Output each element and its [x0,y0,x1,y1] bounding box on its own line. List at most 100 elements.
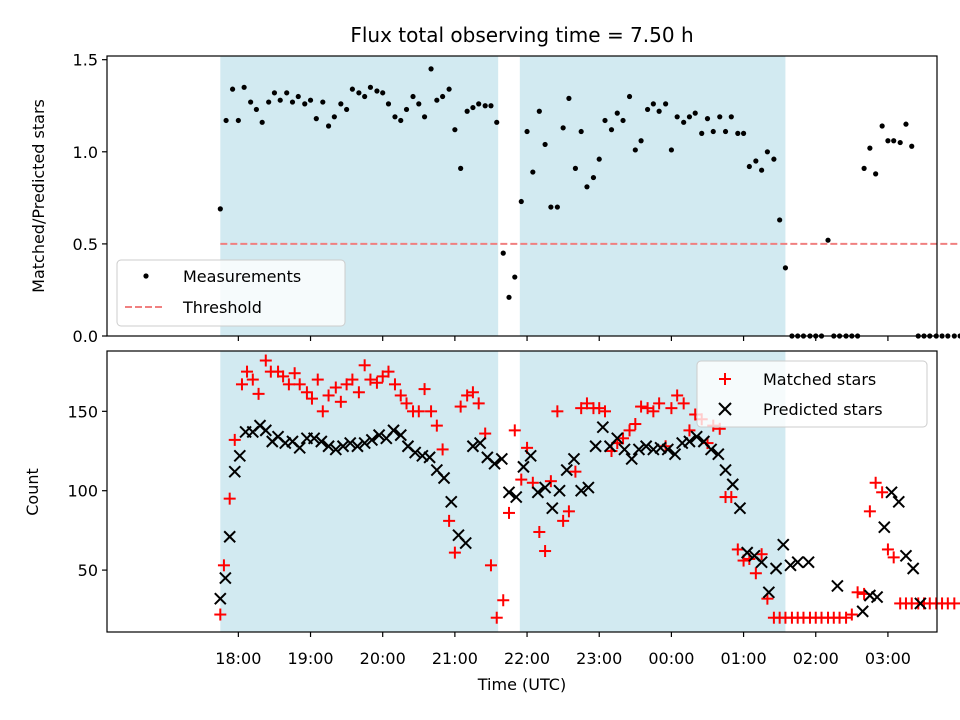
y-tick-label: 0.5 [73,235,98,254]
matched-stars-point [484,559,497,572]
predicted-stars-point [228,465,241,478]
measurements-point [440,93,446,100]
predicted-stars-point [488,457,501,470]
predicted-stars-point [863,589,877,602]
predicted-stars-point [351,440,364,453]
measurements-point [650,101,656,107]
measurements-point [572,165,579,171]
matched-stars-point [863,505,876,518]
matched-stars-point [425,405,438,418]
predicted-stars-point [344,436,357,450]
predicted-stars-point [906,562,920,575]
measurements-point [307,97,314,103]
predicted-stars-point [517,460,530,474]
matched-stars-point [845,608,858,621]
measurements-point [452,127,458,133]
matched-stars-point [472,397,485,410]
matched-stars-point [887,551,900,564]
predicted-stars-point [408,446,422,459]
measurements-point [704,116,711,122]
predicted-stars-point [676,436,689,450]
predicted-stars-point [899,549,913,563]
measurements-point [241,84,247,90]
legend-measurements-marker [143,273,149,279]
matched-stars-point [749,567,762,580]
matched-stars-point [293,378,306,391]
matched-stars-point [725,491,738,504]
measurements-point [434,97,440,103]
measurements-point [536,108,542,114]
measurements-point [446,86,452,92]
measurements-point [560,125,566,131]
y-tick-label: 150 [67,402,98,421]
measurements-point [542,141,548,148]
matched-stars-point [490,611,503,624]
predicted-stars-point [704,443,718,456]
predicted-stars-point [777,538,790,551]
matched-stars-point [840,611,853,624]
predicted-stars-point [293,441,306,455]
measurements-point [626,93,633,100]
matched-stars-point [316,405,329,418]
matched-stars-point [412,405,425,418]
predicted-stars-point [423,451,436,464]
predicted-stars-point [372,428,386,442]
matched-stars-point [322,389,335,402]
bottom-panel: 50 100 150 18:00 19:00 20:00 21:00 22:00 23:00 0… [23,350,960,668]
measurements-point [764,149,770,155]
matched-stars-point [418,383,431,396]
measurements-point [584,184,590,190]
bottom-y-axis-label: Count [23,468,42,516]
matched-stars-point [334,395,347,408]
predicted-stars-point [466,440,480,453]
measurements-point [891,138,897,144]
measurements-point [861,165,867,171]
matched-stars-point [539,545,552,558]
measurements-point [777,217,783,223]
measurements-point [608,127,615,133]
predicted-stars-point [538,481,552,494]
measurements-point [740,130,747,136]
matched-stars-point [448,546,461,559]
measurements-point [530,169,536,175]
matched-stars-point [544,475,557,488]
y-tick-label: 1.0 [73,143,98,162]
measurements-point [266,99,272,105]
measurements-point [692,110,698,116]
predicted-stars-point [769,562,783,575]
measurements-point [885,138,891,144]
bottom-legend: Matched stars Predicted stars [696,360,928,428]
predicted-stars-point [596,420,610,434]
matched-stars-point [282,378,295,391]
measurements-point [699,130,705,136]
measurements-point [416,101,422,107]
y-tick-label: 50 [78,561,98,580]
matched-stars-point [948,597,960,610]
measurements-point [746,163,752,170]
measurements-point [614,110,620,116]
chart-title: Flux total observing time = 7.50 h [350,23,693,47]
x-tick-label: 21:00 [432,649,478,668]
predicted-stars-point [473,436,487,450]
matched-stars-point [533,525,546,538]
predicted-stars-point [870,590,884,604]
measurements-point [722,128,729,135]
measurements-point [879,123,885,129]
measurements-point [596,156,602,162]
predicted-stars-point [365,433,379,447]
measurements-point [253,106,259,113]
predicted-stars-point [668,447,682,461]
predicted-stars-point [632,443,646,456]
predicted-stars-point [733,501,747,515]
predicted-stars-point [726,478,739,491]
matched-stars-point [358,359,371,372]
x-tick-label: 20:00 [360,649,406,668]
matched-stars-point [382,365,395,378]
matched-stars-point [515,473,528,486]
predicted-stars-point [524,449,537,462]
matched-stars-point [876,486,889,499]
top-legend-box [116,259,346,327]
matched-stars-point [653,397,666,410]
predicted-stars-point [445,495,458,509]
predicted-stars-point [567,452,581,466]
